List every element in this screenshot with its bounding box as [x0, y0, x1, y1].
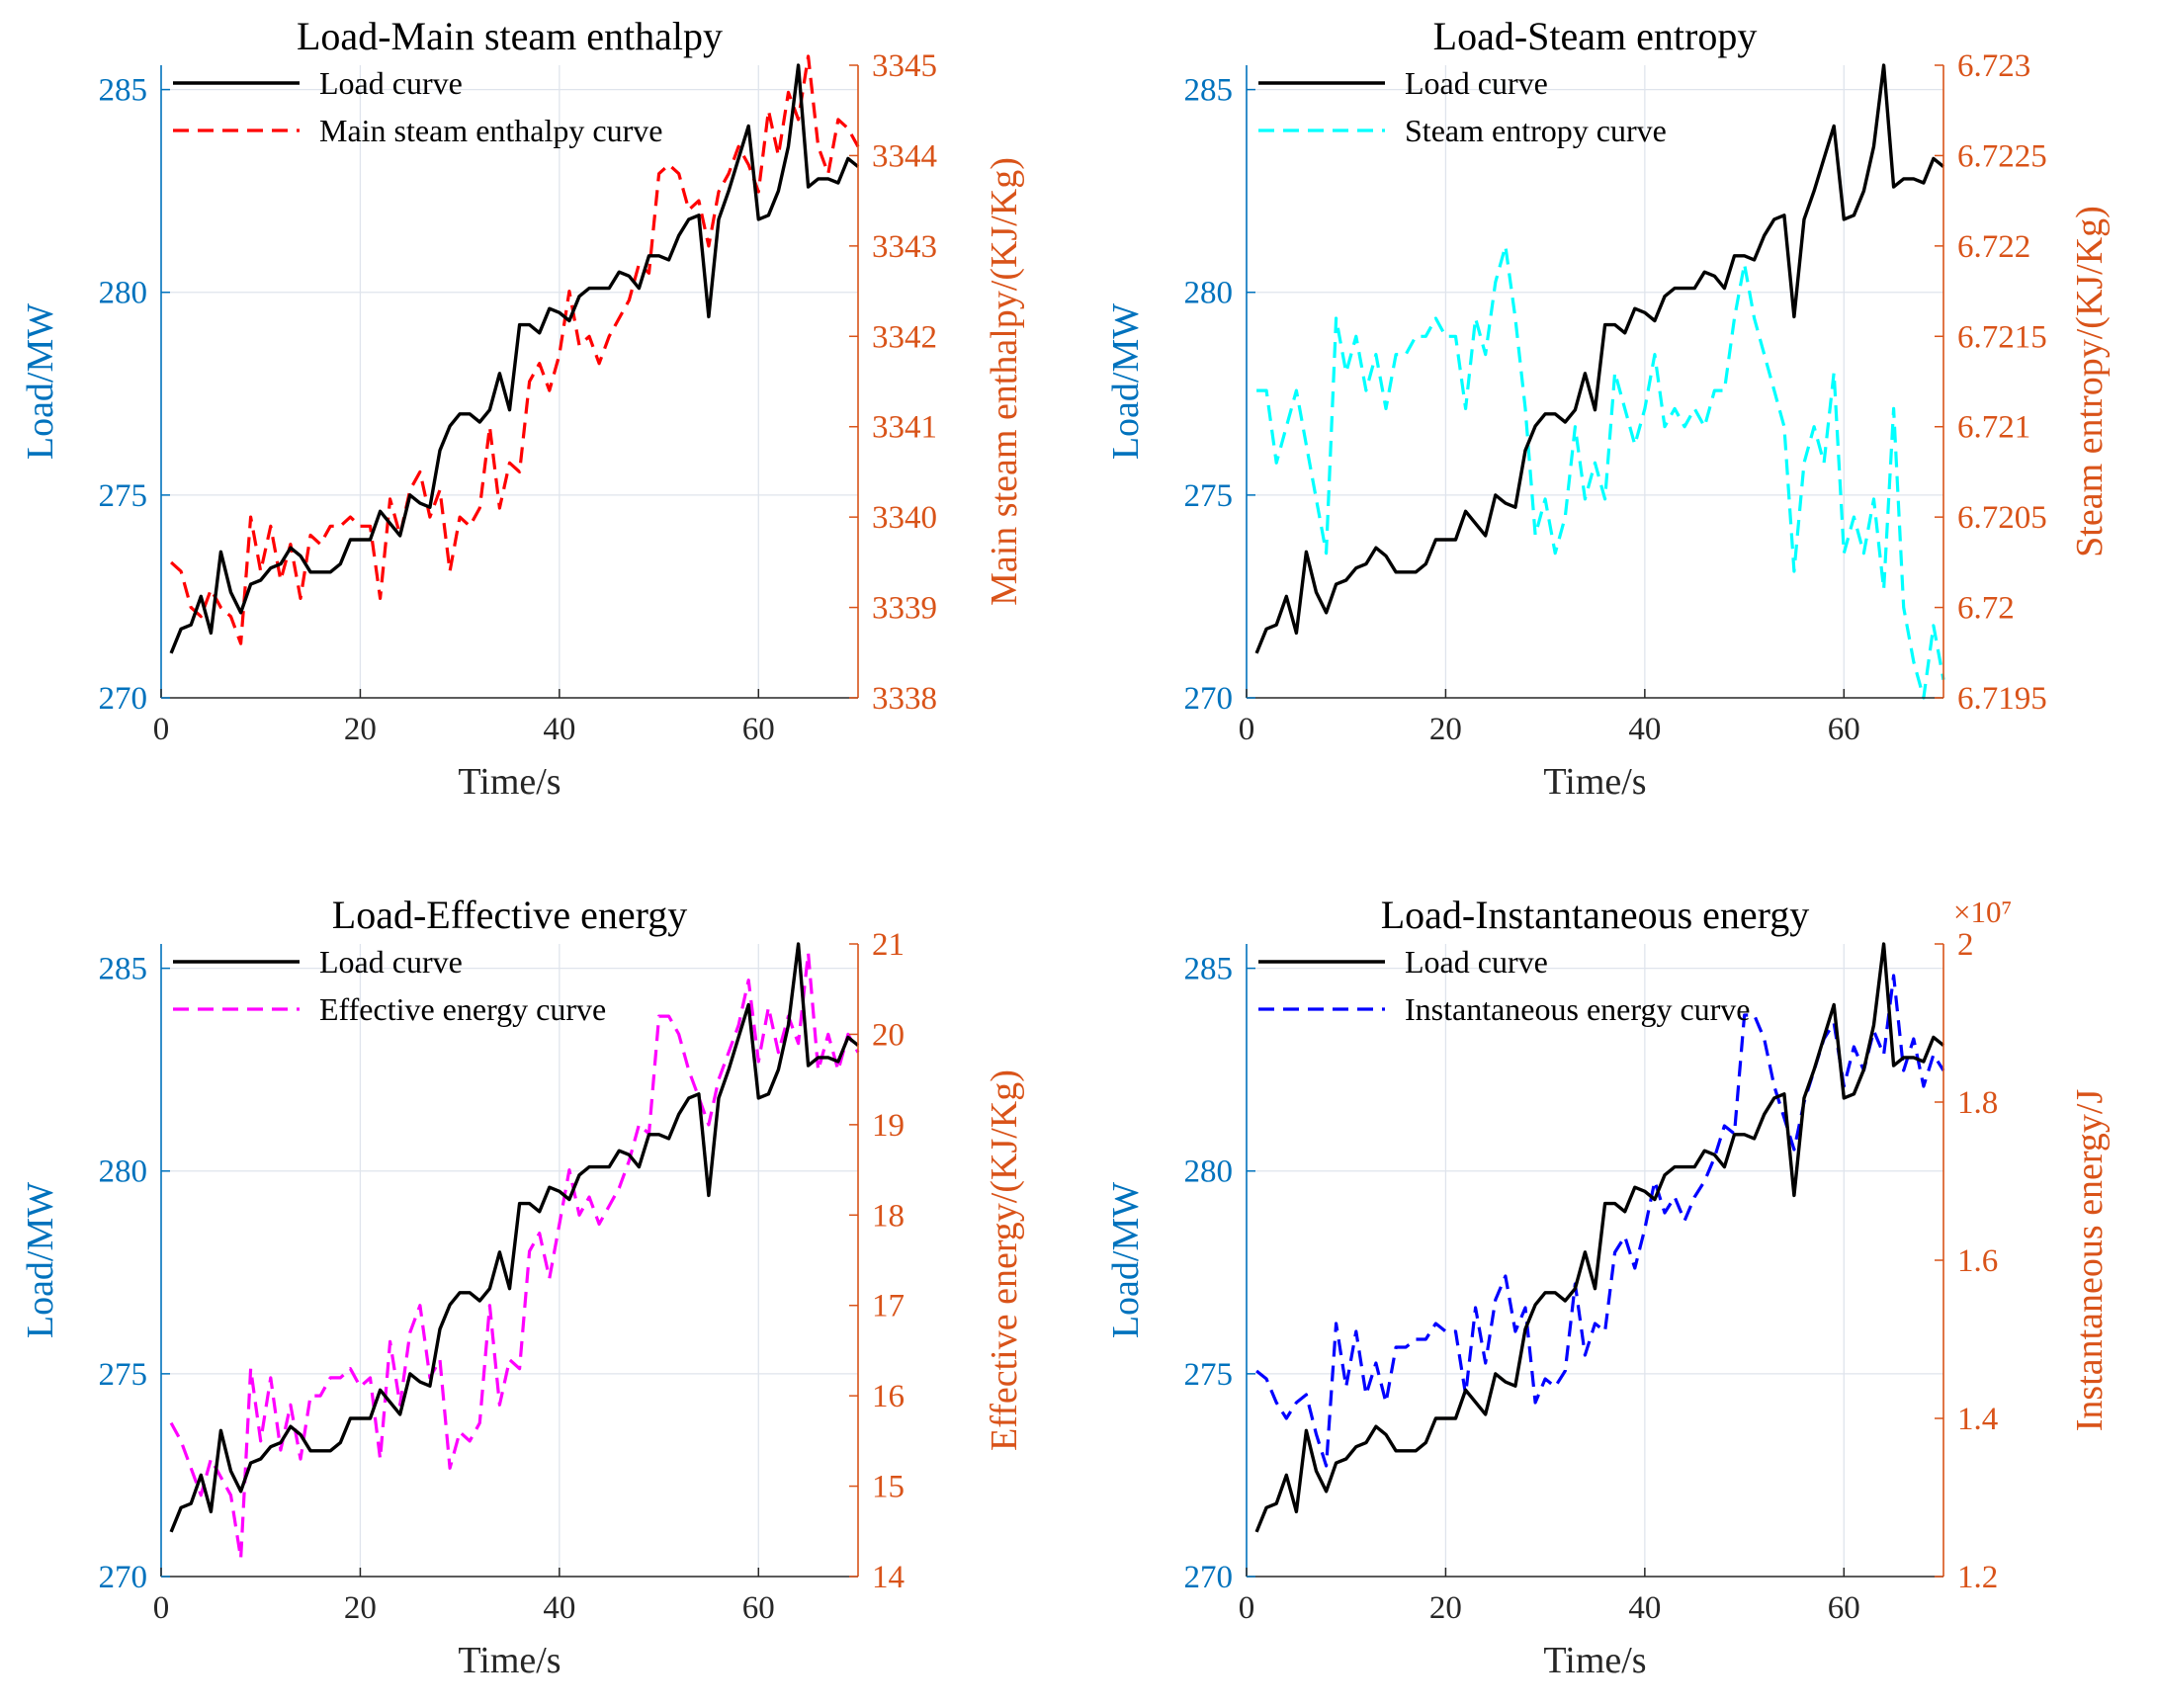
y-left-tick-label: 275: [1184, 478, 1234, 514]
y-left-tick-label: 280: [1184, 276, 1234, 311]
load-series-line: [169, 63, 860, 654]
legend-label-secondary: Effective energy curve: [319, 991, 606, 1027]
legend-label-load: Load curve: [1405, 944, 1548, 980]
y-right-tick-label: 3339: [872, 591, 937, 627]
chart-title: Load-Steam entropy: [1433, 14, 1758, 58]
y-right-tick-label: 6.722: [1957, 229, 2030, 265]
x-tick-label: 0: [1239, 712, 1255, 747]
y-right-tick-label: 3340: [872, 500, 937, 536]
secondary-series-line: [170, 54, 860, 645]
x-tick-label: 60: [742, 1590, 775, 1626]
x-axis-label: Time/s: [1543, 1640, 1646, 1681]
chart-title: Load-Effective energy: [332, 893, 687, 937]
load-series-line: [169, 942, 860, 1533]
y-left-axis-label: Load/MW: [20, 303, 61, 460]
y-left-tick-label: 280: [99, 1154, 148, 1190]
x-tick-label: 40: [543, 1590, 575, 1626]
x-tick-label: 60: [742, 712, 775, 747]
y-right-tick-label: 3345: [872, 48, 937, 84]
y-right-tick-label: 3338: [872, 681, 937, 717]
legend-label-secondary: Main steam enthalpy curve: [319, 113, 662, 148]
y-right-tick-label: 14: [872, 1560, 905, 1595]
y-left-axis-label: Load/MW: [1105, 303, 1147, 460]
x-axis-label: Time/s: [458, 761, 561, 803]
x-tick-label: 20: [344, 1590, 377, 1626]
y-right-tick-label: 6.721: [1957, 410, 2030, 446]
load-series-line: [1254, 63, 1945, 654]
legend-label-load: Load curve: [319, 944, 463, 980]
y-left-tick-label: 285: [99, 73, 148, 109]
y-left-tick-label: 275: [99, 478, 148, 514]
y-right-tick-label: 3342: [872, 319, 937, 355]
secondary-series-line: [169, 951, 860, 1561]
y-left-tick-label: 285: [1184, 952, 1234, 987]
y-right-tick-label: 18: [872, 1198, 905, 1234]
x-tick-label: 60: [1828, 712, 1860, 747]
x-tick-label: 20: [344, 712, 377, 747]
y-left-axis-label: Load/MW: [1105, 1182, 1147, 1338]
y-right-tick-label: 6.7195: [1957, 681, 2047, 717]
secondary-series-line: [1256, 244, 1945, 700]
legend-label-secondary: Instantaneous energy curve: [1405, 991, 1751, 1027]
y-left-tick-label: 280: [99, 276, 148, 311]
x-tick-label: 40: [1628, 712, 1661, 747]
legend-label-load: Load curve: [319, 65, 463, 101]
x-tick-label: 0: [153, 1590, 170, 1626]
y-right-tick-label: 15: [872, 1470, 905, 1505]
x-axis-label: Time/s: [1543, 761, 1646, 803]
y-right-tick-label: 3343: [872, 229, 937, 265]
y-right-tick-label: 6.7225: [1957, 138, 2047, 174]
y-left-axis-label: Load/MW: [20, 1182, 61, 1338]
y-right-tick-label: 20: [872, 1017, 905, 1053]
y-right-tick-label: 6.723: [1957, 48, 2030, 84]
y-right-tick-label: 17: [872, 1289, 905, 1324]
legend-label-secondary: Steam entropy curve: [1405, 113, 1667, 148]
y-left-tick-label: 275: [99, 1357, 148, 1393]
chart-panel-1: Load-Main steam enthalpy 0 20 40 60 270 275 280…: [20, 14, 1025, 803]
x-tick-label: 0: [153, 712, 170, 747]
y-left-tick-label: 270: [1184, 1560, 1234, 1595]
y-right-tick-label: 3344: [872, 138, 937, 174]
x-tick-label: 20: [1429, 712, 1462, 747]
y-left-tick-label: 285: [99, 952, 148, 987]
y-left-tick-label: 270: [99, 1560, 148, 1595]
x-tick-label: 0: [1239, 1590, 1255, 1626]
x-tick-label: 40: [1628, 1590, 1661, 1626]
y-right-tick-label: 3341: [872, 410, 937, 446]
y-right-tick-label: 6.72: [1957, 591, 2015, 627]
y-left-tick-label: 280: [1184, 1154, 1234, 1190]
y-right-axis-label: Main steam enthalpy/(KJ/Kg): [984, 157, 1025, 606]
y-left-tick-label: 285: [1184, 73, 1234, 109]
x-tick-label: 60: [1828, 1590, 1860, 1626]
y-right-tick-label: 19: [872, 1108, 905, 1144]
y-left-tick-label: 275: [1184, 1357, 1234, 1393]
load-series-line: [1254, 942, 1945, 1533]
right-axis-exponent: ×10⁷: [1953, 895, 2012, 929]
x-axis-label: Time/s: [458, 1640, 561, 1681]
legend-label-load: Load curve: [1405, 65, 1548, 101]
y-right-tick-label: 1.6: [1957, 1243, 1998, 1279]
y-left-tick-label: 270: [1184, 681, 1234, 717]
y-right-tick-label: 21: [872, 927, 905, 963]
y-left-tick-label: 270: [99, 681, 148, 717]
chart-panel-3: Load-Effective energy 0 20 40 60 270 275 280 285…: [20, 893, 1025, 1681]
y-right-tick-label: 16: [872, 1379, 905, 1414]
y-right-tick-label: 1.4: [1957, 1402, 1998, 1437]
chart-title: Load-Instantaneous energy: [1381, 893, 1810, 937]
y-right-tick-label: 6.7215: [1957, 319, 2047, 355]
secondary-series-line: [1255, 974, 1945, 1468]
x-tick-label: 20: [1429, 1590, 1462, 1626]
y-right-tick-label: 2: [1957, 927, 1974, 963]
y-right-axis-label: Instantaneous energy/J: [2069, 1089, 2111, 1432]
y-right-axis-label: Steam entropy/(KJ/Kg): [2069, 206, 2111, 557]
chart-panel-4: Load-Instantaneous energy 0 20 40 60 270 275 28…: [1105, 893, 2111, 1681]
x-tick-label: 40: [543, 712, 575, 747]
y-right-tick-label: 6.7205: [1957, 500, 2047, 536]
y-right-tick-label: 1.8: [1957, 1085, 1998, 1121]
chart-title: Load-Main steam enthalpy: [297, 14, 723, 58]
y-right-tick-label: 1.2: [1957, 1560, 1998, 1595]
chart-panel-2: Load-Steam entropy 0 20 40 60 270 275 280 285 6.7…: [1105, 14, 2111, 803]
y-right-axis-label: Effective energy/(KJ/Kg): [984, 1069, 1025, 1451]
